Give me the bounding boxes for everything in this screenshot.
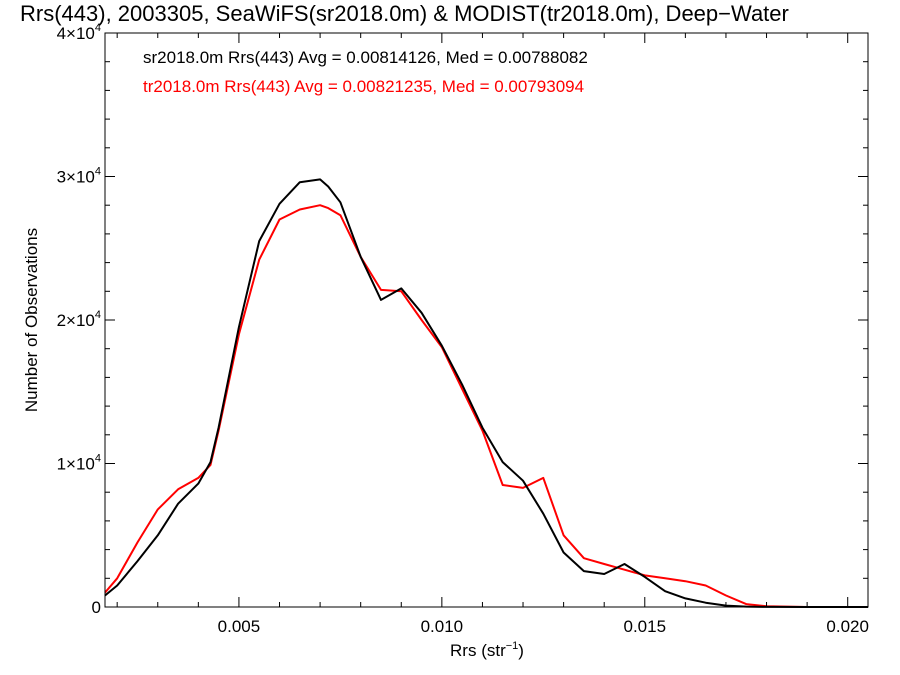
x-tick-label: 0.020 [826,617,869,636]
y-axis-label: Number of Observations [22,228,41,412]
y-tick-label: 1×104 [57,453,101,474]
y-tick-label: 4×104 [57,22,101,43]
legend-entry-sr2018: sr2018.0m Rrs(443) Avg = 0.00814126, Med… [143,48,588,67]
plot-frame [104,32,869,608]
x-tick-label: 0.005 [218,617,261,636]
x-axis-label-text: Rrs (str [450,641,506,660]
x-axis-label: Rrs (str−1) [450,640,524,660]
y-tick-label-text: 1×10 [57,455,95,474]
x-axis: 0.005 0.010 0.015 0.020 [116,33,869,636]
y-tick-label-text: 2×10 [57,311,95,330]
series-line-1 [104,204,868,608]
y-tick-label-exponent: 4 [95,22,101,34]
y-tick-label-text: 4×10 [57,24,95,43]
series-line-0 [104,178,868,608]
series-group [104,178,868,608]
x-tick-label: 0.015 [624,617,667,636]
x-axis-label-exponent: −1 [506,640,519,652]
y-tick-label-exponent: 4 [95,453,101,465]
x-axis-label-tail: ) [518,641,524,660]
chart-title: Rrs(443), 2003305, SeaWiFS(sr2018.0m) & … [20,1,789,26]
y-tick-label-text: 0 [92,598,101,617]
y-tick-label-text: 3×10 [57,168,95,187]
y-tick-label: 3×104 [57,166,101,187]
x-tick-label: 0.010 [421,617,464,636]
y-tick-label-exponent: 4 [95,166,101,178]
legend-entry-tr2018: tr2018.0m Rrs(443) Avg = 0.00821235, Med… [143,77,584,96]
y-tick-label: 2×104 [57,309,101,330]
y-tick-label: 0 [92,598,101,617]
y-tick-label-exponent: 4 [95,309,101,321]
